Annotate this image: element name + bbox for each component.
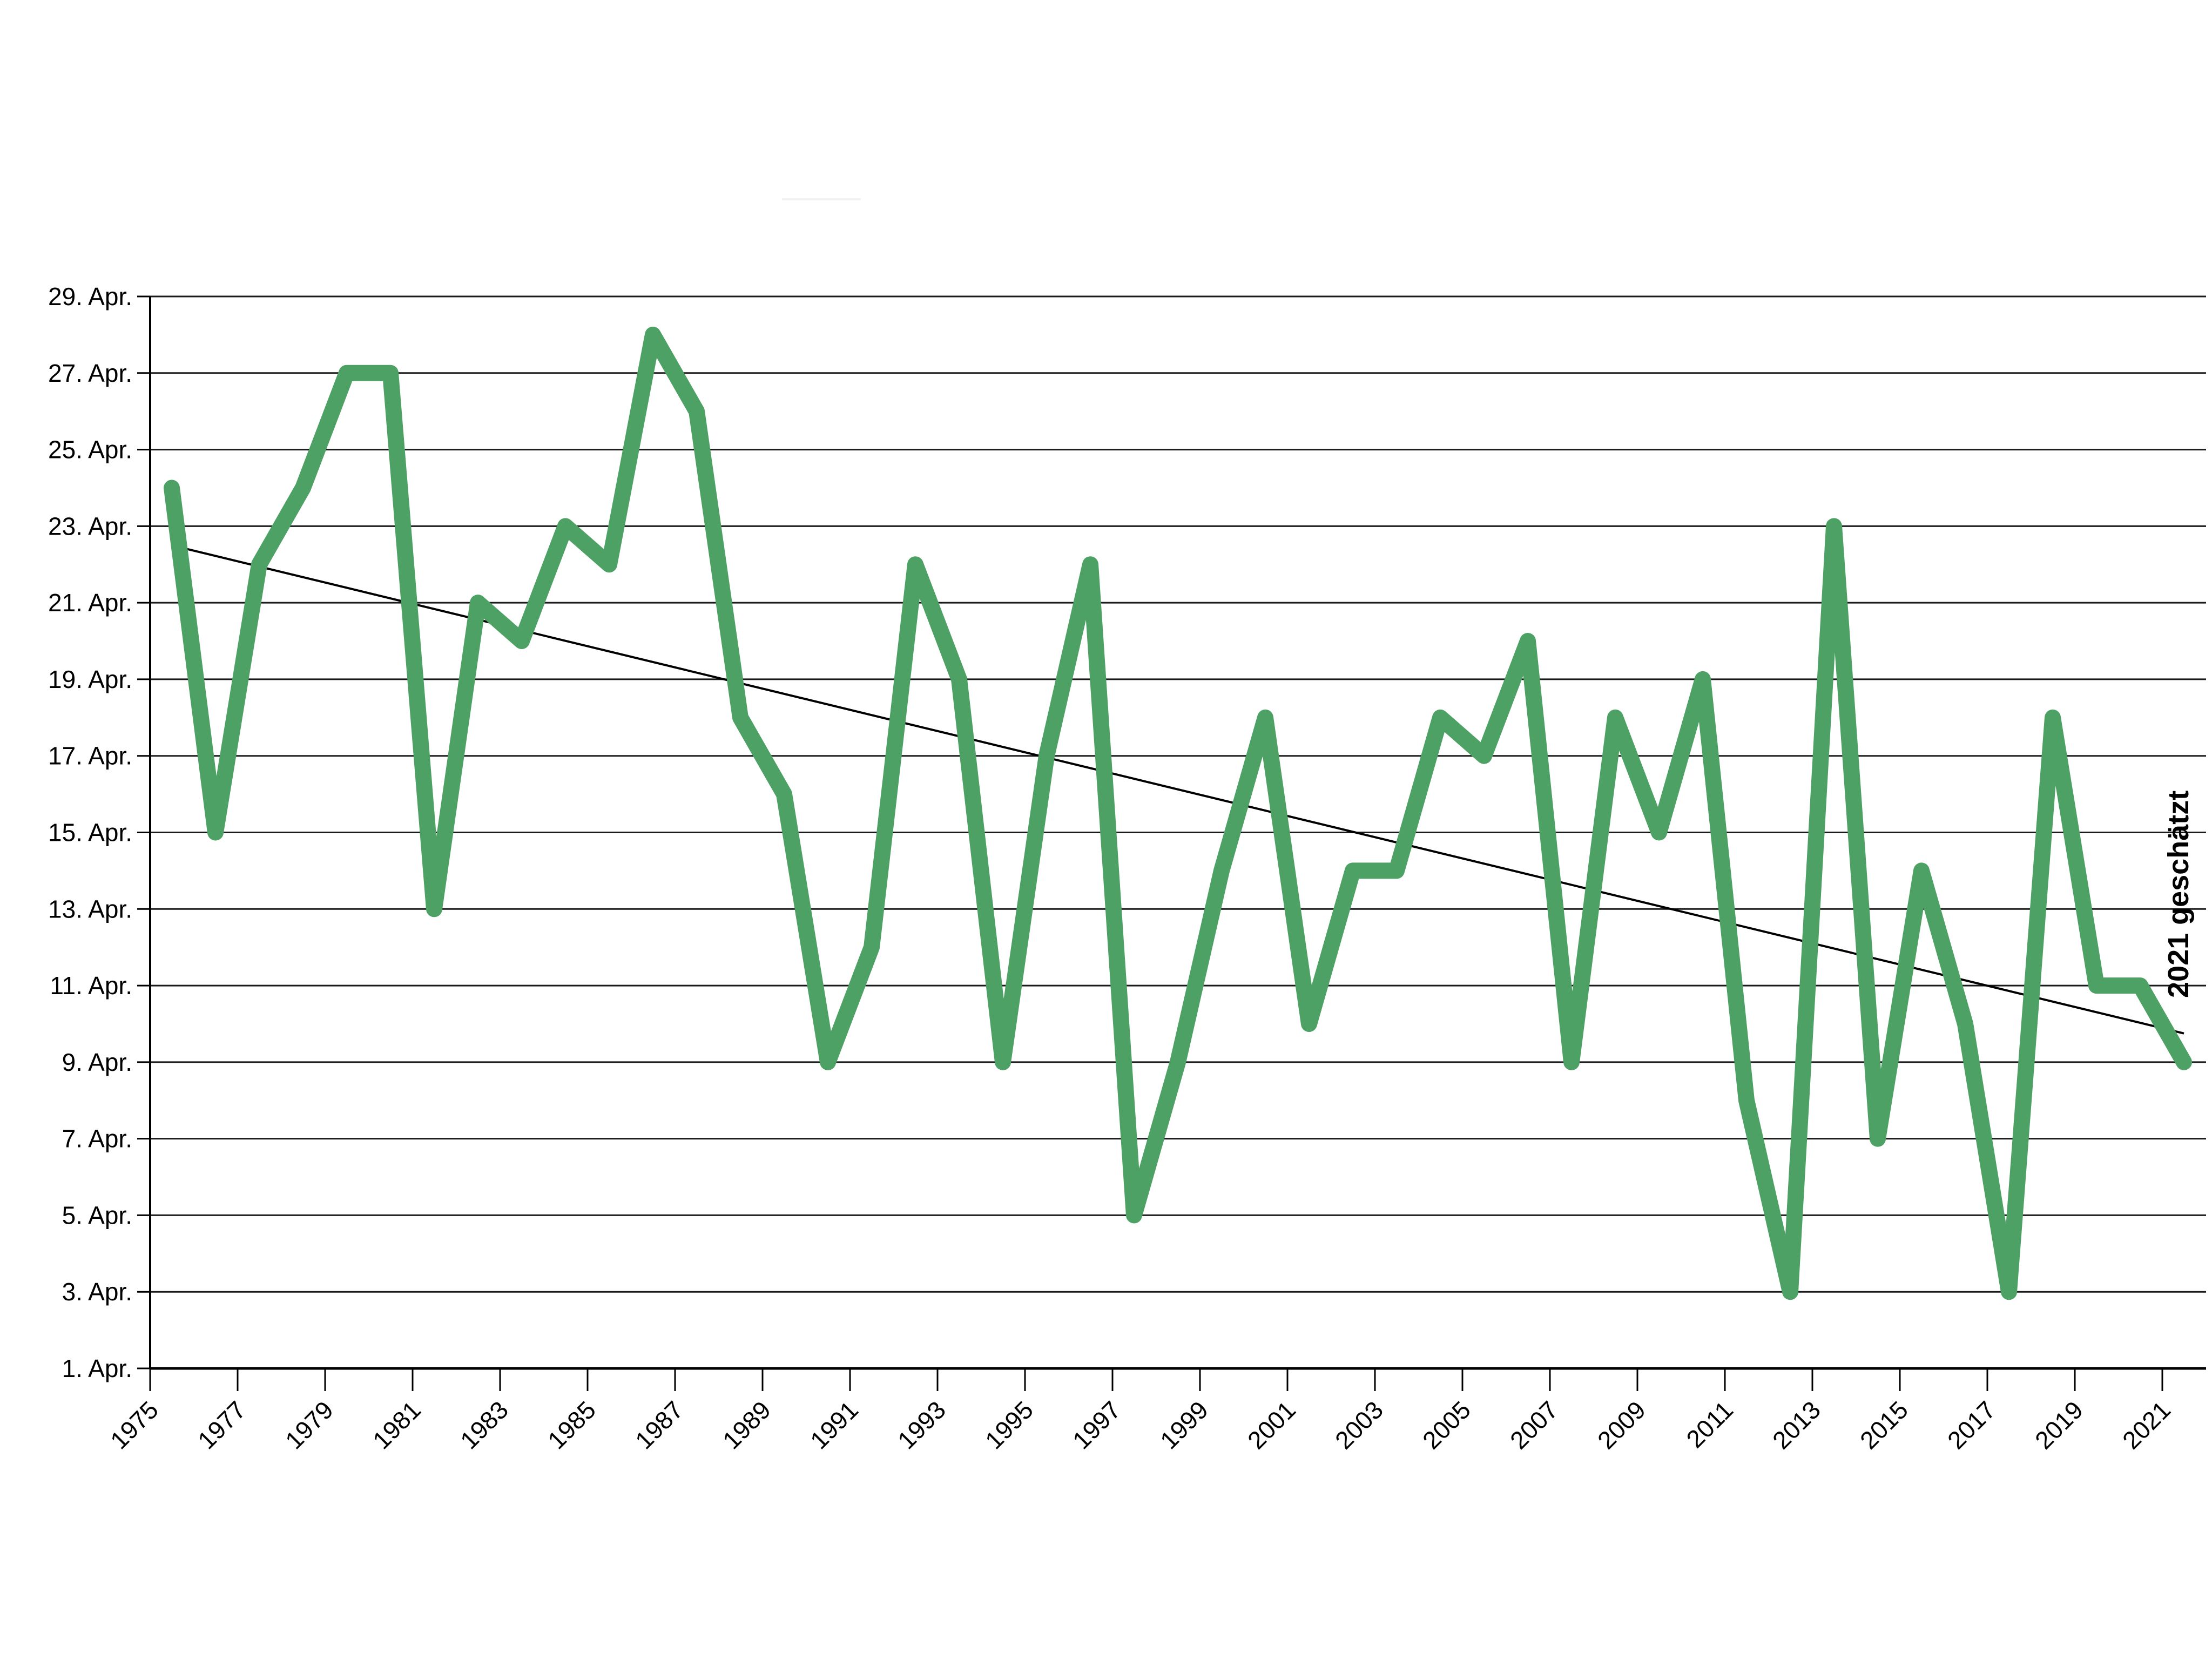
y-tick-label: 1. Apr. [62,1354,132,1382]
x-tick-label: 2005 [1417,1395,1476,1454]
y-tick-label: 29. Apr. [48,282,132,311]
y-tick-label: 13. Apr. [48,895,132,923]
x-tick-label: 1995 [980,1395,1038,1454]
x-tick-label: 1979 [280,1395,339,1454]
x-tick-label: 2015 [1854,1395,1913,1454]
x-axis: 1975 1977 1979 1981 1983 1985 1987 1989 1991 1993… [105,1367,2206,1454]
y-tick-label: 5. Apr. [62,1201,132,1229]
x-tick-label: 1993 [892,1395,951,1454]
x-tick-label: 1989 [717,1395,776,1454]
x-tick-label: 2007 [1505,1395,1563,1454]
annotation-2021-geschaetzt: 2021 geschätzt [2162,791,2195,998]
y-tick-label: 17. Apr. [48,742,132,770]
x-tick-label: 2021 [2117,1395,2176,1454]
y-tick-label: 15. Apr. [48,819,132,847]
y-tick-label: 3. Apr. [62,1278,132,1306]
y-tick-label: 7. Apr. [62,1125,132,1153]
y-tick-label: 23. Apr. [48,512,132,540]
x-tick-label: 1975 [105,1395,164,1454]
series-polyline [164,326,2192,1300]
faint-title-remnant-line [782,198,861,200]
y-tick-label: 9. Apr. [62,1048,132,1076]
x-tick-label: 2011 [1681,1395,1738,1453]
y-tick-label: 27. Apr. [48,359,132,387]
y-axis: 29. Apr. 27. Apr. 25. Apr. 23. Apr. 21. Apr.… [48,282,151,1382]
y-tick-label: 19. Apr. [48,665,132,693]
x-tick-label: 2019 [2029,1395,2088,1454]
x-tick-label: 2009 [1592,1395,1651,1454]
x-tick-label: 1991 [805,1395,864,1454]
x-tick-label: 1983 [455,1395,514,1454]
y-tick-label: 11. Apr. [50,971,132,1000]
x-tick-label: 1987 [630,1395,689,1454]
x-tick-label: 2013 [1767,1395,1826,1454]
gridlines [150,295,2206,1293]
x-tick-label: 1997 [1067,1395,1126,1454]
x-tick-label: 1977 [192,1395,251,1454]
x-tick-label: 2017 [1942,1395,2001,1454]
x-tick-label: 1985 [542,1395,601,1454]
data-line [164,326,2192,1300]
x-tick-label: 1999 [1155,1395,1213,1454]
y-tick-label: 25. Apr. [48,436,132,464]
x-tick-label: 1981 [367,1395,426,1454]
x-tick-label: 2001 [1242,1395,1301,1454]
x-tick-label: 2003 [1330,1395,1388,1454]
y-tick-label: 21. Apr. [48,589,132,617]
